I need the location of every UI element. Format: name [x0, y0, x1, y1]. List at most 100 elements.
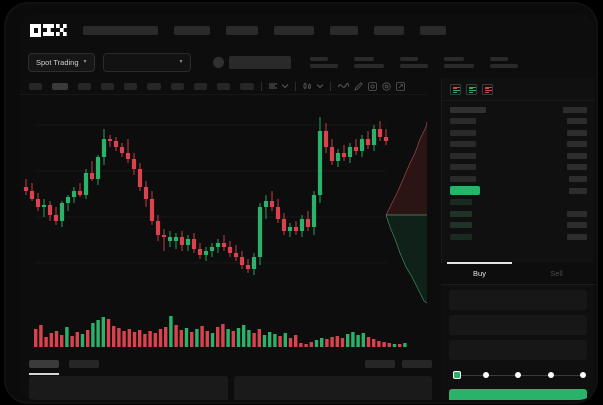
nav-item-3[interactable]	[226, 25, 258, 35]
place-buy-order-button[interactable]	[449, 389, 587, 400]
tf-7[interactable]	[171, 82, 184, 90]
trading-mode-label: Spot Trading	[36, 57, 79, 67]
nav-item-5[interactable]	[330, 25, 358, 35]
nav-item-6[interactable]	[374, 25, 404, 35]
nav-item-1[interactable]	[83, 25, 158, 35]
orderbook-view-both-icon[interactable]	[450, 84, 461, 95]
orderbook-row-ask-3-size	[567, 129, 587, 136]
nav-items	[83, 25, 446, 35]
bottom-tab-order-history[interactable]	[69, 359, 99, 368]
orderbook-row-ask-1[interactable]	[450, 105, 587, 114]
slider-node-25[interactable]	[482, 372, 489, 378]
chart-type-icon[interactable]	[303, 82, 312, 90]
bottom-tab-open-orders[interactable]	[29, 359, 59, 375]
orderbook-row-ask-4-size	[567, 141, 587, 148]
nav-item-2[interactable]	[174, 25, 210, 35]
slider-node-75[interactable]	[547, 372, 554, 378]
order-form-fields	[441, 290, 595, 360]
orderbook-row-ask-5[interactable]	[450, 151, 587, 160]
candle-body-0	[23, 187, 29, 191]
orderbook-row-bid-2[interactable]	[450, 209, 587, 218]
tf-10[interactable]	[240, 82, 254, 90]
slider-node-50[interactable]	[515, 372, 521, 378]
tf-5[interactable]	[124, 82, 137, 90]
candle-body-57	[365, 139, 371, 145]
candle-body-18	[131, 159, 137, 169]
volume-bar-65	[372, 339, 376, 347]
orderbook-row-ask-6-size	[567, 164, 587, 171]
slider-node-100[interactable]	[580, 372, 586, 378]
candle-body-53	[341, 153, 347, 157]
order-total-field[interactable]	[449, 340, 587, 360]
orderbook-row-ask-7-price	[450, 176, 476, 183]
indicator-icon[interactable]	[269, 82, 277, 90]
volume-bar-49	[288, 338, 293, 347]
orderbook-row-ask-7[interactable]	[450, 175, 587, 184]
tf-2[interactable]	[52, 82, 68, 90]
volume-bar-54	[314, 340, 319, 347]
trading-mode-dropdown[interactable]: Spot Trading ▾	[28, 52, 95, 72]
candle-body-41	[269, 201, 275, 207]
order-amount-field[interactable]	[449, 315, 587, 335]
orderbook-depth-chart	[386, 115, 427, 305]
orderbook-row-bid-3[interactable]	[450, 221, 587, 230]
bottom-panel-left[interactable]	[29, 376, 228, 400]
bottom-panel-right[interactable]	[233, 376, 432, 400]
nav-item-4[interactable]	[274, 25, 314, 35]
tab-buy[interactable]: Buy	[441, 262, 518, 284]
tf-8[interactable]	[194, 82, 207, 90]
order-amount-slider[interactable]	[453, 371, 586, 380]
volume-bar-41	[247, 330, 251, 347]
tf-4[interactable]	[101, 82, 114, 90]
chevron-down-icon-2[interactable]	[317, 83, 323, 89]
candle-body-26	[179, 237, 185, 245]
chart-gridlines	[34, 124, 386, 264]
draw-pencil-icon[interactable]	[354, 81, 363, 91]
candlestick-chart[interactable]	[20, 95, 427, 307]
top-navigation-bar	[20, 14, 595, 46]
slider-node-0[interactable]	[453, 371, 461, 379]
volume-bar-21	[143, 334, 147, 347]
trendline-icon[interactable]	[338, 82, 349, 90]
tf-9[interactable]	[217, 82, 230, 90]
stat-volume-base	[443, 56, 474, 68]
orderbook-view-asks-icon[interactable]	[482, 84, 493, 95]
magnet-icon[interactable]	[368, 81, 377, 91]
candlestick-chart-svg	[23, 117, 389, 275]
chevron-down-icon[interactable]	[282, 83, 288, 89]
volume-bar-8	[75, 332, 79, 347]
okx-logo[interactable]	[30, 23, 67, 37]
orderbook-row-bid-1[interactable]	[450, 198, 587, 207]
order-price-field[interactable]	[449, 290, 587, 310]
candle-body-25	[173, 237, 179, 241]
candle-body-58	[371, 129, 377, 145]
tf-6[interactable]	[147, 82, 161, 90]
orderbook-row-ask-3[interactable]	[450, 128, 587, 137]
orderbook-row-ask-4[interactable]	[450, 140, 587, 149]
orderbook-row-ask-6[interactable]	[450, 163, 587, 172]
volume-bar-3	[49, 333, 53, 347]
orderbook-panel	[441, 78, 595, 263]
orderbook-view-bids-icon[interactable]	[466, 84, 477, 95]
tab-sell[interactable]: Sell	[518, 263, 595, 284]
orderbook-row-last-price[interactable]	[450, 186, 587, 196]
tf-3[interactable]	[78, 82, 91, 90]
stat-volume-base-value	[443, 63, 474, 68]
fullscreen-icon[interactable]	[396, 81, 405, 91]
orderbook-row-bid-4[interactable]	[450, 233, 587, 242]
nav-item-7[interactable]	[420, 25, 446, 35]
settings-gear-icon[interactable]	[382, 81, 391, 91]
orderbook-row-ask-2[interactable]	[450, 117, 587, 126]
trading-pair-dropdown[interactable]: ▾	[102, 52, 191, 72]
orderbook-row-ask-1-size	[563, 106, 587, 113]
candle-body-1	[29, 191, 35, 199]
volume-bar-26	[169, 316, 173, 347]
volume-bar-39	[236, 328, 241, 347]
candle-body-15	[113, 141, 119, 147]
bottom-action-2[interactable]	[402, 359, 432, 368]
stat-low-value	[399, 63, 428, 68]
volume-bar-56	[325, 339, 329, 347]
tf-1[interactable]	[29, 82, 42, 90]
bottom-action-1[interactable]	[365, 359, 395, 368]
stat-volume-base-label	[443, 56, 464, 61]
